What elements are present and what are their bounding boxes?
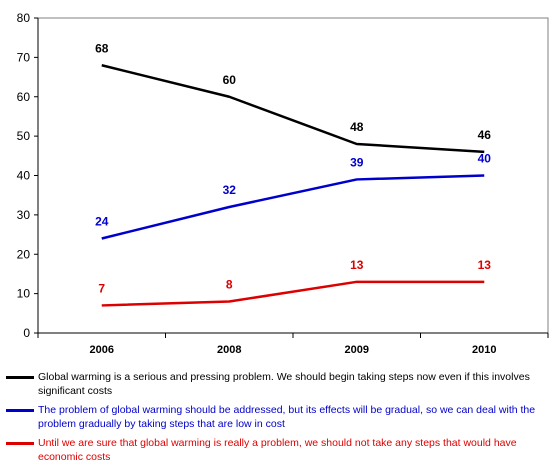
y-tick-label: 60	[17, 90, 31, 104]
data-label: 13	[350, 258, 364, 272]
data-label: 40	[478, 152, 492, 166]
data-label: 13	[478, 258, 492, 272]
data-label: 8	[226, 278, 233, 292]
y-tick-label: 10	[17, 287, 31, 301]
y-tick-label: 0	[23, 326, 30, 340]
legend-swatch-red	[6, 442, 34, 445]
data-label: 48	[350, 120, 364, 134]
y-tick-label: 70	[17, 50, 31, 64]
data-label: 68	[95, 41, 109, 55]
legend-item-serious-problem: Global warming is a serious and pressing…	[4, 370, 550, 398]
legend-label: Until we are sure that global warming is…	[38, 437, 517, 463]
legend-label: Global warming is a serious and pressing…	[38, 371, 530, 397]
x-tick-label: 2008	[217, 344, 241, 356]
legend-label: The problem of global warming should be …	[38, 404, 536, 430]
y-tick-label: 50	[17, 129, 31, 143]
y-tick-label: 30	[17, 208, 31, 222]
series-line-1	[101, 174, 485, 240]
data-label: 46	[478, 128, 492, 142]
legend-swatch-black	[6, 376, 34, 379]
legend-item-gradual-steps: The problem of global warming should be …	[4, 403, 550, 431]
legend-swatch-blue	[6, 409, 34, 412]
legend: Global warming is a serious and pressing…	[4, 370, 550, 469]
data-label: 39	[350, 155, 364, 169]
x-tick-label: 2010	[472, 344, 496, 356]
y-tick-label: 80	[17, 11, 31, 25]
x-tick-label: 2006	[90, 344, 114, 356]
data-label: 24	[95, 215, 109, 229]
series-line-0	[101, 64, 485, 154]
data-label: 60	[223, 73, 237, 87]
data-label: 7	[98, 281, 105, 295]
x-tick-label: 2009	[345, 344, 369, 356]
legend-item-no-steps: Until we are sure that global warming is…	[4, 436, 550, 464]
series-line-2	[101, 280, 485, 307]
y-tick-label: 20	[17, 247, 31, 261]
data-label: 32	[223, 183, 237, 197]
y-tick-label: 40	[17, 169, 31, 183]
